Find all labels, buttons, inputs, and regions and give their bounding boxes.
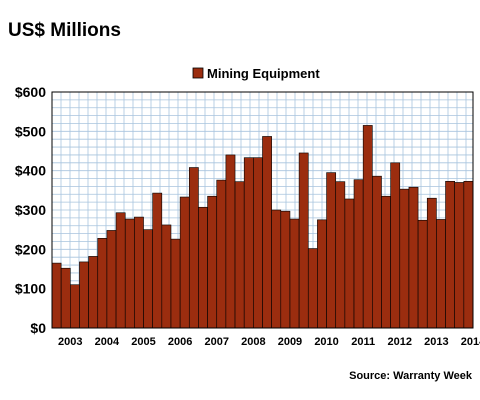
x-tick-label: 2013 [424,336,448,348]
x-tick-label: 2010 [314,336,338,348]
bar [381,195,391,329]
bar [253,157,263,329]
bar [152,192,163,329]
bar [353,179,364,329]
x-tick-label: 2003 [58,336,82,348]
bar [426,197,437,329]
bar [454,182,465,329]
bar [97,238,108,329]
bar [335,181,346,329]
legend-swatch [192,67,204,79]
bar [344,198,355,329]
x-tick-label: 2007 [204,336,228,348]
bar [207,195,218,329]
bar [198,206,208,329]
x-tick-label: 2008 [241,336,265,348]
y-tick-label: $600 [15,84,46,100]
legend-label: Mining Equipment [207,66,320,81]
bar [124,218,135,329]
bars [51,125,474,329]
y-tick-label: $500 [15,123,46,139]
bar [463,180,474,329]
bar [88,256,99,329]
bar [417,219,428,329]
y-tick-label: $400 [15,163,46,179]
bar [280,210,291,329]
bar [225,154,236,329]
bar [399,188,410,329]
bar [188,167,199,329]
bar [216,179,227,329]
bar [179,196,190,329]
bar [326,172,337,329]
y-tick-label: $0 [30,320,46,336]
bar [170,238,181,329]
bar [307,248,318,329]
x-tick-label: 2005 [131,336,155,348]
bar [271,209,282,329]
y-axis-ticks: $0 $100 $200 $300 $400 $500 $600 [15,84,46,336]
y-tick-label: $200 [15,241,46,257]
x-tick-label: 2004 [95,336,120,348]
bar [390,162,401,329]
bar [234,181,245,329]
bar [372,175,382,329]
bar [51,262,62,329]
bar [445,180,455,329]
bar [106,230,117,329]
x-tick-label: 2014 [461,336,480,348]
source-note: Source: Warranty Week [349,370,473,382]
y-tick-label: $300 [15,202,46,218]
x-tick-label: 2006 [168,336,192,348]
bar [436,219,446,329]
chart-title: US$ Millions [8,20,121,41]
bar [362,125,373,329]
bar [60,267,71,329]
x-tick-label: 2009 [278,336,302,348]
bar [143,229,153,329]
bar [70,284,80,329]
bar [79,261,89,329]
bar [115,212,126,329]
bar [134,216,144,329]
bar [243,157,254,329]
legend: Mining Equipment [192,66,320,81]
y-tick-label: $100 [15,281,46,297]
x-tick-label: 2011 [351,336,375,348]
bar [317,219,327,329]
x-axis-ticks: 2003 2004 2005 2006 2007 2008 2009 2010 2011 2012… [58,336,480,348]
bar [262,136,272,329]
x-tick-label: 2012 [388,336,412,348]
bar [289,218,300,329]
plot-frame [51,91,474,329]
bar [161,224,172,329]
bar [408,186,419,329]
bar [298,152,309,329]
